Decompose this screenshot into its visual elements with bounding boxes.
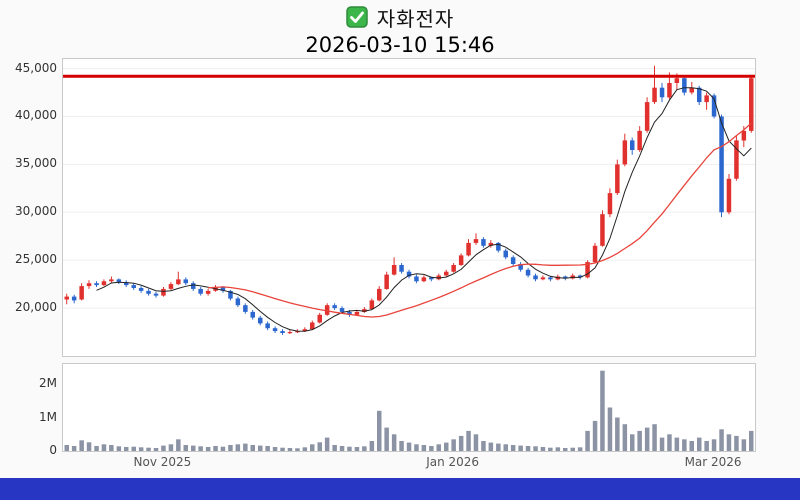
price-tick-label: 45,000 — [15, 60, 57, 75]
date-tick-label: Jan 2026 — [426, 455, 480, 469]
checked-checkbox-icon[interactable] — [345, 6, 368, 28]
candlestick-chart[interactable] — [62, 58, 756, 357]
volume-tick-label: 0 — [49, 443, 57, 457]
date-tick-label: Nov 2025 — [133, 455, 192, 469]
chart-datetime: 2026-03-10 15:46 — [305, 33, 495, 57]
bottom-taskbar — [0, 478, 800, 500]
price-tick-label: 20,000 — [15, 300, 57, 315]
volume-tick-label: 2M — [39, 376, 57, 391]
price-tick-label: 25,000 — [15, 252, 57, 267]
stock-name: 자화전자 — [376, 6, 455, 31]
date-tick-label: Mar 2026 — [684, 455, 742, 469]
volume-chart[interactable] — [62, 363, 756, 452]
chart-header: 자화전자 2026-03-10 15:46 — [0, 4, 800, 57]
volume-tick-label: 1M — [39, 409, 57, 424]
title-row: 자화전자 — [0, 4, 800, 31]
price-tick-label: 35,000 — [15, 156, 57, 171]
price-tick-label: 30,000 — [15, 204, 57, 219]
price-tick-label: 40,000 — [15, 108, 57, 123]
